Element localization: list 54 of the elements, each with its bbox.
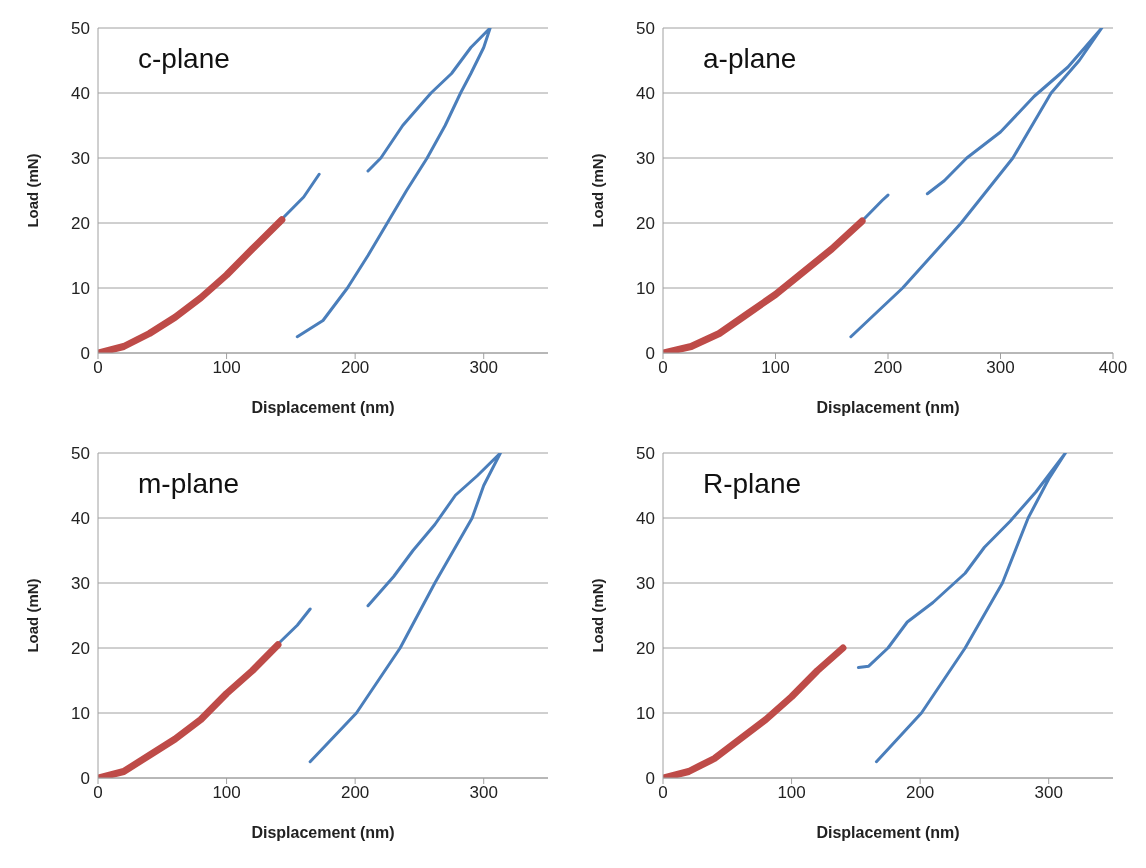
y-tick-label: 40 — [636, 84, 655, 104]
y-tick-label: 50 — [636, 444, 655, 464]
y-tick-label: 40 — [636, 509, 655, 529]
x-tick-label: 400 — [1098, 358, 1128, 378]
y-tick-label: 50 — [71, 19, 90, 39]
y-axis-title: Load (mN) — [589, 578, 607, 653]
x-axis-title: Displacement (nm) — [251, 399, 395, 416]
y-tick-label: 0 — [80, 769, 90, 789]
x-tick-label: 0 — [93, 358, 103, 378]
x-tick-label: 100 — [212, 783, 241, 803]
x-tick-label: 300 — [469, 358, 498, 378]
text: R-plane — [703, 468, 802, 500]
y-tick-label: 30 — [636, 149, 655, 169]
x-tick-label: 200 — [905, 783, 935, 803]
y-tick-label: 20 — [71, 214, 90, 234]
y-tick-label: 10 — [636, 279, 655, 299]
x-axis-title: Displacement (nm) — [816, 824, 960, 841]
line-series — [856, 453, 1067, 764]
x-tick-label: 0 — [658, 358, 668, 378]
y-axis-title: Load (mN) — [24, 153, 42, 228]
y-tick-label: 30 — [636, 574, 655, 594]
y-tick-label: 20 — [71, 639, 90, 659]
y-tick-label: 0 — [645, 769, 655, 789]
y-tick-label: 10 — [71, 279, 90, 299]
x-tick-label: 0 — [658, 783, 668, 803]
y-tick-label: 50 — [636, 19, 655, 39]
y-tick-label: 20 — [636, 639, 655, 659]
x-axis-title: Displacement (nm) — [816, 399, 960, 416]
y-tick-label: 0 — [645, 344, 655, 364]
y-tick-label: 10 — [71, 704, 90, 724]
text: a-plane — [703, 43, 797, 75]
y-axis-title: Load (mN) — [589, 153, 607, 228]
y-tick-label: 40 — [71, 84, 90, 104]
text: m-plane — [138, 468, 240, 500]
x-tick-label: 100 — [777, 783, 806, 803]
x-tick-label: 300 — [469, 783, 498, 803]
x-axis-title: Displacement (nm) — [251, 824, 395, 841]
x-tick-label: 200 — [340, 358, 370, 378]
x-tick-label: 100 — [212, 358, 241, 378]
x-tick-label: 0 — [93, 783, 103, 803]
y-tick-label: 20 — [636, 214, 655, 234]
y-tick-label: 50 — [71, 444, 90, 464]
y-tick-label: 40 — [71, 509, 90, 529]
y-tick-label: 0 — [80, 344, 90, 364]
x-tick-label: 200 — [340, 783, 370, 803]
y-axis-title: Load (mN) — [24, 578, 42, 653]
x-tick-label: 200 — [873, 358, 903, 378]
x-tick-label: 300 — [986, 358, 1015, 378]
x-tick-label: 300 — [1034, 783, 1063, 803]
text: c-plane — [138, 43, 230, 75]
y-tick-label: 10 — [636, 704, 655, 724]
y-tick-label: 30 — [71, 149, 90, 169]
x-tick-label: 100 — [761, 358, 790, 378]
y-tick-label: 30 — [71, 574, 90, 594]
